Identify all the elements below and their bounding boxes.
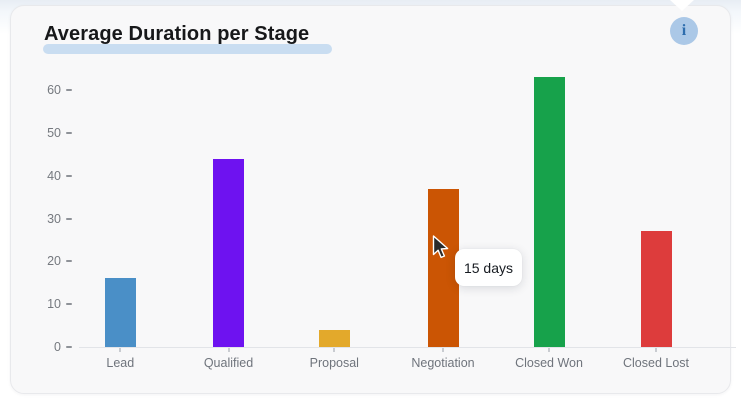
y-axis-tick-60: 60 [35, 83, 72, 97]
x-tick-mark-proposal [333, 348, 336, 352]
y-tick-label: 0 [54, 340, 61, 354]
y-tick-label: 50 [47, 125, 61, 140]
x-label-lead: Lead [106, 356, 135, 370]
y-axis-tick-0: 0 [35, 340, 72, 354]
x-tick-mark-qualified [227, 348, 230, 352]
y-tick-mark [66, 89, 72, 91]
x-label-closed-won: Closed Won [515, 356, 583, 370]
y-tick-label: 60 [47, 83, 61, 97]
y-tick-mark [66, 174, 72, 177]
bar-chart-plot: 0 10 20 30 40 50 60 Lead Qualified Proposal Negoti… [11, 6, 741, 418]
x-label-closed-lost: Closed Lost [622, 356, 690, 370]
info-icon: i [681, 22, 687, 39]
y-tick-label: 20 [47, 254, 61, 269]
bar-proposal[interactable] [318, 329, 350, 347]
y-tick-label: 30 [47, 211, 61, 226]
bar-closed-won[interactable] [533, 77, 565, 347]
y-axis-tick-10: 10 [35, 297, 72, 311]
y-tick-label: 10 [47, 297, 61, 312]
y-axis-tick-30: 30 [35, 212, 72, 226]
chart-title: Average Duration per Stage [44, 23, 310, 45]
chart-card: Average Duration per Stage 0 10 20 30 40 50 60… [10, 5, 736, 394]
x-label-negotiation: Negotiation [411, 356, 475, 370]
mouse-cursor-icon [432, 235, 449, 259]
chart-tooltip: 15 days [455, 249, 522, 286]
bar-closed-lost[interactable] [640, 231, 672, 347]
popover-caret [670, 0, 694, 11]
y-tick-mark [66, 303, 72, 306]
x-tick-mark-closed-won [548, 348, 550, 352]
x-tick-mark-negotiation [442, 348, 444, 352]
x-tick-mark-closed-lost [655, 348, 657, 352]
bar-qualified[interactable] [213, 158, 244, 347]
bar-lead[interactable] [104, 278, 136, 347]
x-axis-line [79, 347, 736, 348]
y-tick-mark [66, 131, 72, 134]
x-label-qualified: Qualified [203, 356, 254, 370]
card-header: Average Duration per Stage [43, 23, 332, 55]
y-tick-mark [66, 217, 72, 220]
bar-negotiation[interactable] [427, 188, 459, 347]
x-label-proposal: Proposal [309, 356, 359, 370]
title-highlight-bar [43, 44, 332, 54]
y-axis-tick-20: 20 [35, 254, 72, 268]
info-button[interactable]: i [670, 17, 698, 45]
y-tick-mark [66, 260, 72, 263]
x-tick-mark-lead [119, 348, 122, 352]
y-tick-mark [66, 346, 72, 348]
y-axis-tick-40: 40 [35, 169, 72, 183]
y-tick-label: 40 [47, 168, 61, 183]
y-axis-tick-50: 50 [35, 126, 72, 140]
tooltip-value: 15 days [463, 259, 514, 276]
